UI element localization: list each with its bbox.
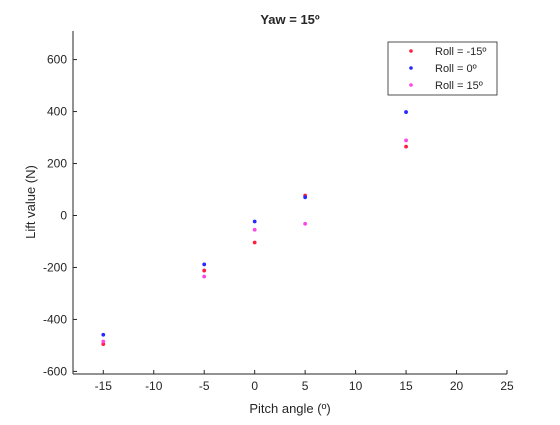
data-point-series-2-2 <box>253 228 257 232</box>
legend: Roll = -15º Roll = 0º Roll = 15º <box>388 42 497 95</box>
data-point-series-0-1 <box>202 269 206 273</box>
y-tick-label: 400 <box>47 105 67 119</box>
x-tick-label: 25 <box>500 379 514 393</box>
y-tick-label: -600 <box>43 364 67 378</box>
y-axis-title: Lift value (N) <box>23 165 38 239</box>
data-point-series-1-1 <box>202 262 206 266</box>
data-point-series-2-1 <box>202 275 206 279</box>
y-tick-label: -200 <box>43 260 67 274</box>
data-point-series-1-2 <box>253 220 257 224</box>
legend-marker <box>409 66 413 70</box>
x-tick-label: 10 <box>349 379 363 393</box>
y-tick-label: 0 <box>60 208 67 222</box>
data-point-series-2-0 <box>101 340 105 344</box>
x-tick-label: 5 <box>302 379 309 393</box>
y-tick-label: 200 <box>47 157 67 171</box>
x-axis-title: Pitch angle (º) <box>249 401 330 416</box>
legend-label: Roll = 0º <box>435 63 477 75</box>
data-point-series-0-4 <box>404 145 408 149</box>
x-tick-label: -15 <box>95 379 113 393</box>
y-axis-ticks: -600 -400 -200 0 200 400 600 <box>43 53 77 379</box>
data-point-series-1-4 <box>404 110 408 114</box>
x-tick-label: -5 <box>199 379 210 393</box>
x-tick-label: 0 <box>251 379 258 393</box>
x-tick-label: 20 <box>450 379 464 393</box>
data-point-series-2-4 <box>404 138 408 142</box>
chart-title: Yaw = 15º <box>260 12 320 27</box>
data-point-series-1-0 <box>101 333 105 337</box>
y-tick-label: 600 <box>47 53 67 67</box>
x-tick-label: 15 <box>399 379 413 393</box>
legend-marker <box>409 49 413 53</box>
legend-marker <box>409 83 413 87</box>
legend-label: Roll = 15º <box>435 80 483 92</box>
y-tick-label: -400 <box>43 312 67 326</box>
legend-label: Roll = -15º <box>435 46 486 58</box>
data-point-series-1-3 <box>303 195 307 199</box>
x-tick-label: -10 <box>145 379 163 393</box>
data-point-series-0-2 <box>253 241 257 245</box>
data-point-series-2-3 <box>303 222 307 226</box>
